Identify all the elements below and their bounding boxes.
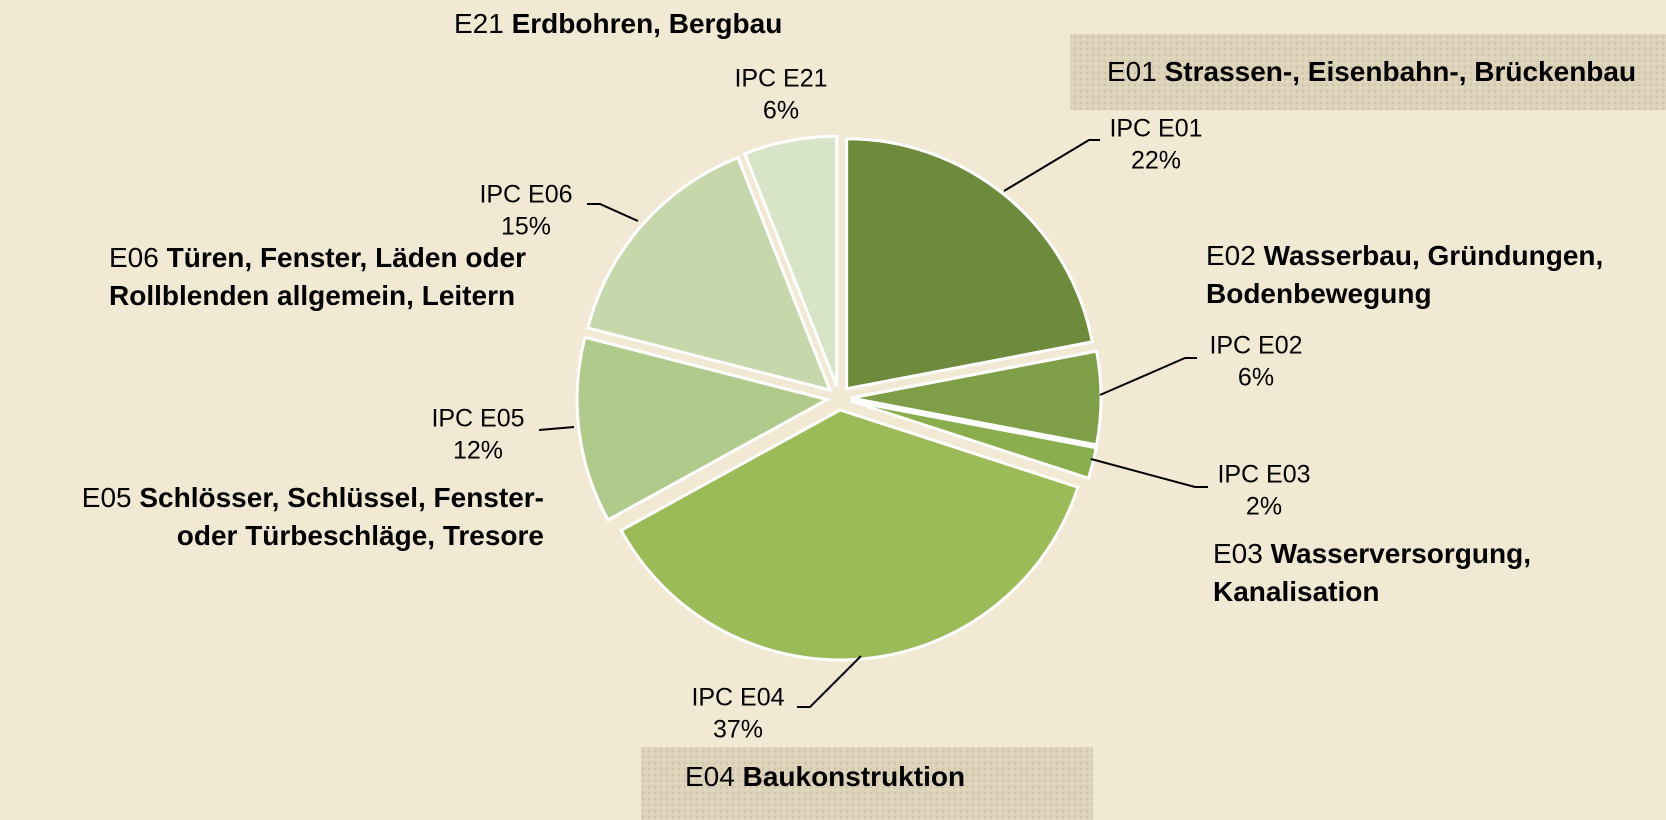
data-label-category: IPC E02 xyxy=(1209,332,1302,360)
leader-line xyxy=(1003,139,1100,192)
label-background xyxy=(1070,34,1666,110)
data-label-value: 6% xyxy=(1238,364,1274,392)
annotation: Bodenbewegung xyxy=(1206,278,1432,309)
pie-slice xyxy=(845,137,1094,391)
data-label-category: IPC E03 xyxy=(1217,461,1310,489)
pie-slice xyxy=(586,155,833,393)
label-background xyxy=(641,747,1093,820)
annotation-text: Erdbohren, Bergbau xyxy=(512,8,783,39)
data-label-category: IPC E05 xyxy=(431,405,524,433)
annotation: E06 Türen, Fenster, Läden oder xyxy=(109,242,526,273)
data-label-value: 37% xyxy=(713,716,763,744)
leader-line xyxy=(1090,458,1208,488)
pie-slice xyxy=(742,134,839,387)
pie-slice xyxy=(619,408,1080,662)
annotation-text: Schlösser, Schlüssel, Fenster- xyxy=(139,482,544,513)
annotation: E05 Schlösser, Schlüssel, Fenster- xyxy=(82,482,544,513)
data-label-category: IPC E04 xyxy=(691,684,784,712)
annotation: Kanalisation xyxy=(1213,576,1379,607)
annotation: E03 Wasserversorgung, xyxy=(1213,538,1531,569)
annotation-text: Türen, Fenster, Läden oder xyxy=(167,242,527,273)
data-label-value: 12% xyxy=(453,437,503,465)
annotation-code: E02 xyxy=(1206,240,1256,271)
pie-slice xyxy=(850,349,1103,447)
data-label-category: IPC E06 xyxy=(479,181,572,209)
annotation-text: Bodenbewegung xyxy=(1206,278,1432,309)
annotation-code: E21 xyxy=(454,8,504,39)
annotation-text: Kanalisation xyxy=(1213,576,1379,607)
annotation-text: oder Türbeschläge, Tresore xyxy=(177,520,544,551)
leader-line xyxy=(797,655,862,708)
annotation-code: E01 xyxy=(1107,56,1157,87)
annotation-code: E03 xyxy=(1213,538,1263,569)
annotation: oder Türbeschläge, Tresore xyxy=(177,520,544,551)
pie-slice xyxy=(850,399,1098,481)
leader-line xyxy=(587,203,639,222)
data-label-category: IPC E21 xyxy=(734,65,827,93)
annotation-text: Wasserversorgung, xyxy=(1271,538,1531,569)
pie-slice xyxy=(575,335,832,522)
annotation-code: E06 xyxy=(109,242,159,273)
data-label-value: 15% xyxy=(501,213,551,241)
annotation: Rollblenden allgemein, Leitern xyxy=(109,280,515,311)
annotation: E04 Baukonstruktion xyxy=(685,761,965,792)
annotation-text: Wasserbau, Gründungen, xyxy=(1264,240,1604,271)
data-label-category: IPC E01 xyxy=(1109,115,1202,143)
leader-line xyxy=(1099,357,1197,396)
data-label-value: 2% xyxy=(1246,493,1282,521)
data-label-value: 22% xyxy=(1131,147,1181,175)
annotation-code: E04 xyxy=(685,761,735,792)
leader-line xyxy=(538,426,575,431)
annotation-text: Rollblenden allgemein, Leitern xyxy=(109,280,515,311)
annotation: E21 Erdbohren, Bergbau xyxy=(454,8,782,39)
annotation-code: E05 xyxy=(82,482,132,513)
annotation: E02 Wasserbau, Gründungen, xyxy=(1206,240,1603,271)
annotation: E01 Strassen-, Eisenbahn-, Brückenbau xyxy=(1107,56,1636,87)
annotation-text: Baukonstruktion xyxy=(743,761,965,792)
data-label-value: 6% xyxy=(763,97,799,125)
annotation-text: Strassen-, Eisenbahn-, Brückenbau xyxy=(1165,56,1636,87)
